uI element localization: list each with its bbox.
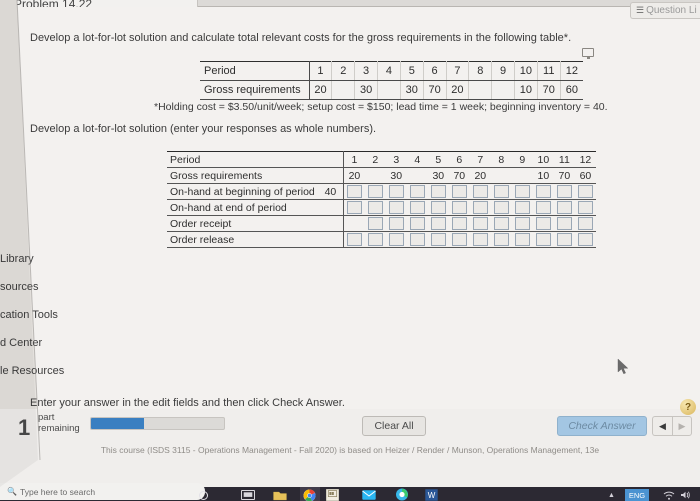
svg-text:W: W bbox=[428, 491, 436, 500]
